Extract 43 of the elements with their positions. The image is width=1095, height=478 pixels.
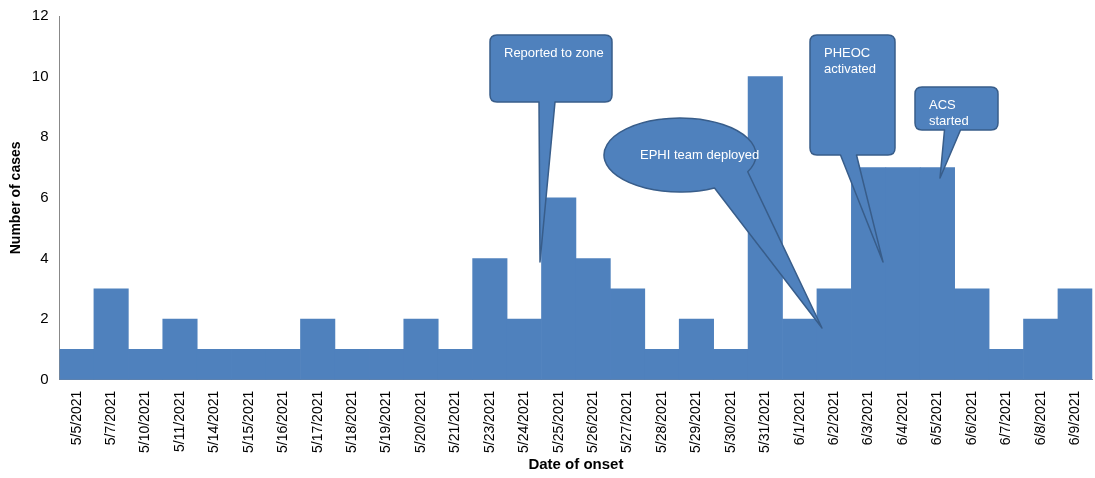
annotation: Reported to zone [504,45,604,60]
x-tick-label: 5/20/2021 [411,390,428,454]
y-axis-title: Number of cases [7,141,24,255]
x-tick-label: 6/5/2021 [928,390,945,446]
x-tick-label: 5/11/2021 [170,390,187,452]
y-tick-label: 8 [40,127,49,145]
x-tick-label: 6/9/2021 [1066,390,1083,446]
x-tick-label: 5/23/2021 [480,390,497,454]
x-tick-label: 5/27/2021 [618,390,635,454]
x-tick-label: 5/28/2021 [652,390,669,454]
x-tick-label: 5/26/2021 [584,390,601,454]
x-tick-label: 5/31/2021 [756,390,773,454]
x-tick-label: 5/10/2021 [136,390,153,454]
x-tick-label: 5/19/2021 [377,390,394,454]
annotation: PHEOC activated [824,45,877,76]
x-tick-label: 5/16/2021 [274,390,291,454]
x-tick-label: 6/3/2021 [859,390,876,446]
annotation: EPHI team deployed [640,147,760,162]
x-tick-label: 6/7/2021 [997,390,1014,446]
y-tick-label: 6 [40,188,49,205]
x-tick-label: 6/6/2021 [962,390,979,446]
y-tick-label: 0 [40,369,49,387]
x-tick-label: 5/15/2021 [239,390,256,454]
x-tick-label: 5/29/2021 [687,390,704,454]
x-tick-label: 5/30/2021 [721,390,738,454]
y-tick-label: 10 [31,66,49,84]
x-tick-label: 5/5/2021 [67,390,84,446]
x-tick-label: 6/4/2021 [893,390,910,446]
x-tick-label: 5/18/2021 [343,390,359,454]
x-tick-label: 5/14/2021 [205,390,222,454]
x-tick-label: 6/8/2021 [1031,390,1048,446]
x-tick-label: 6/1/2021 [790,390,807,446]
x-tick-label: 6/2/2021 [825,390,842,446]
y-tick-label: 2 [40,309,49,327]
y-tick-label: 4 [40,248,49,266]
x-tick-label: 5/25/2021 [549,390,566,454]
y-tick-label: 12 [31,6,49,24]
x-tick-label: 5/24/2021 [515,390,532,454]
x-tick-label: 5/17/2021 [308,390,325,454]
x-axis-title: Date of onset [528,455,624,473]
annotation: ACS started [929,97,969,128]
x-tick-label: 5/21/2021 [446,390,463,454]
x-tick-label: 5/7/2021 [101,390,118,446]
